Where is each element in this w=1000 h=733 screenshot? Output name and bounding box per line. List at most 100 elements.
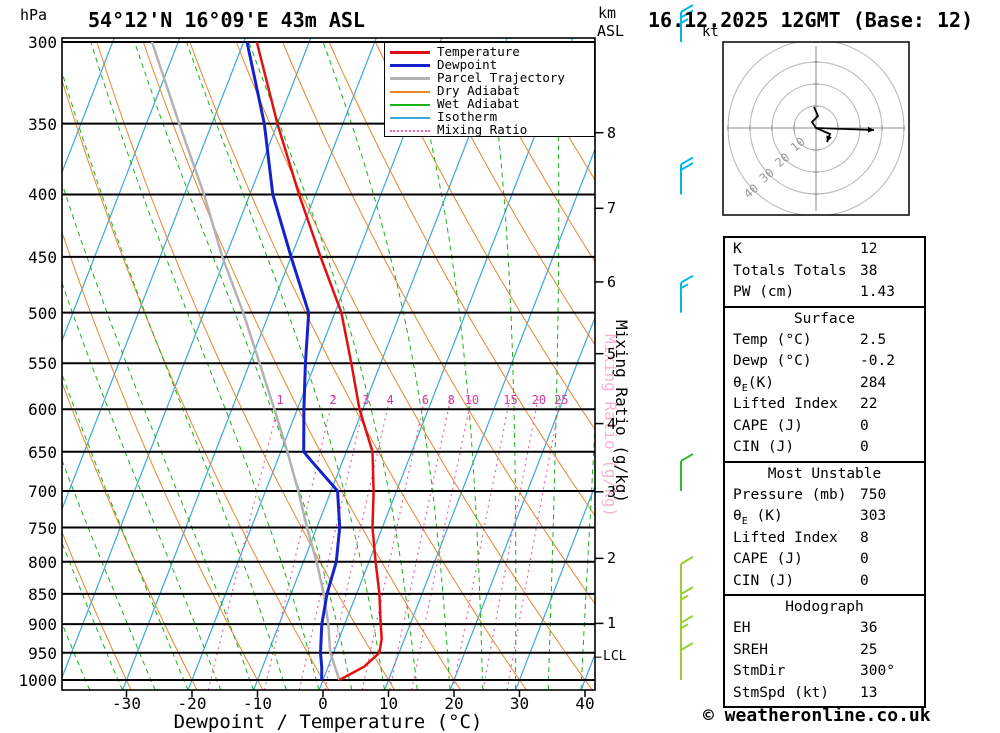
table-row-label: EH [733, 620, 751, 636]
pressure-label: 650 [28, 442, 57, 462]
table-row-label: Lifted Index [733, 529, 838, 546]
table-row-label: Pressure (mb) [733, 486, 847, 503]
pressure-label: 500 [28, 303, 57, 323]
legend-item: Isotherm [390, 111, 594, 124]
mixing-ratio-value-label: 25 [554, 393, 569, 407]
legend-label: Wet Adiabat [437, 96, 520, 112]
table-row-label: CAPE (J) [733, 551, 803, 567]
legend-line-sample [390, 77, 430, 80]
km-tick-label: 4 [607, 414, 617, 433]
indices-table: K 12 Totals Totals 38 PW (cm) 1.43 Surface Temp… [723, 236, 926, 708]
mixing-ratio-value-label: 3 [362, 393, 370, 407]
legend-label: Mixing Ratio [437, 122, 528, 138]
table-row: Lifted Index 22 [725, 394, 924, 416]
legend-line-sample [390, 51, 430, 54]
table-row-value: 300° [860, 663, 895, 679]
table-row-label: CIN (J) [733, 439, 795, 455]
table-row: Lifted Index 8 [725, 528, 924, 550]
legend-item: Mixing Ratio [390, 124, 594, 137]
hodograph-unit-label: kt [702, 24, 719, 40]
table-section-header: Surface [793, 310, 856, 327]
pressure-label: 450 [28, 247, 57, 267]
pressure-label: 800 [28, 552, 57, 572]
table-row: PW (cm) 1.43 [725, 282, 924, 304]
table-row-label: Temp (°C) [733, 331, 812, 348]
table-row: Temp (°C) 2.5 [725, 330, 924, 352]
pressure-label: 950 [28, 643, 57, 663]
table-row-value: 25 [860, 641, 878, 658]
legend-label: Dewpoint [437, 57, 498, 73]
table-row: StmDir 300° [725, 661, 924, 683]
table-row-value: 1.43 [860, 284, 895, 300]
km-unit-label: km [598, 4, 617, 22]
legend-line-sample [390, 129, 430, 132]
table-row: θE(K) 284 [725, 373, 924, 395]
pressure-label: 750 [28, 518, 57, 538]
table-row-label: CIN (J) [733, 572, 795, 589]
legend-label: Dry Adiabat [437, 83, 520, 99]
legend-line-sample [390, 116, 430, 119]
temp-tick-label: -10 [243, 694, 272, 713]
asl-unit-label: ASL [597, 22, 625, 40]
table-row-label: Totals Totals [733, 262, 847, 279]
table-row: Dewp (°C) -0.2 [725, 351, 924, 373]
table-row: CIN (J) 0 [725, 571, 924, 593]
copyright: © weatheronline.co.uk [703, 705, 931, 726]
temp-tick-label: -20 [177, 694, 207, 713]
table-row-value: 12 [860, 241, 878, 257]
legend-label: Isotherm [437, 109, 498, 125]
table-row-value: 303 [860, 508, 887, 524]
table-row-label: Dewp (°C) [733, 353, 812, 369]
km-tick-label: 7 [607, 199, 617, 218]
table-row-label: θE(K) [733, 374, 774, 394]
temp-tick-label: 30 [509, 694, 530, 713]
table-row-label: θE (K) [733, 508, 783, 527]
table-row-value: 284 [860, 374, 887, 391]
table-row-label: PW (cm) [733, 284, 795, 300]
legend-item: Parcel Trajectory [390, 72, 594, 85]
table-row: StmSpd (kt) 13 [725, 683, 924, 705]
table-row-label: CAPE (J) [733, 417, 803, 434]
km-tick-label: 8 [607, 123, 617, 142]
temp-tick-label: 10 [378, 694, 399, 713]
x-axis-title: Dewpoint / Temperature (°C) [173, 711, 483, 733]
table-row: SREH 25 [725, 640, 924, 662]
mixing-ratio-value-label: 20 [531, 393, 547, 407]
temp-tick-label: 40 [575, 694, 595, 713]
table-row-value: 0 [860, 572, 869, 589]
table-section: Surface Temp (°C) 2.5 Dewp (°C) -0.2 θE(K) 284… [723, 305, 926, 463]
table-row: K 12 [725, 239, 924, 261]
legend-label: Temperature [437, 44, 520, 60]
mixing-ratio-value-label: 6 [421, 393, 429, 407]
table-row: CIN (J) 0 [725, 437, 924, 459]
table-section: Most Unstable Pressure (mb) 750 θE (K) 303 Li… [723, 460, 926, 596]
table-section: K 12 Totals Totals 38 PW (cm) 1.43 [723, 236, 926, 308]
pressure-label: 1000 [18, 670, 57, 690]
pressure-label: 700 [28, 481, 57, 501]
legend-item: Wet Adiabat [390, 98, 594, 111]
table-row-value: 0 [860, 439, 869, 455]
table-row-value: -0.2 [860, 353, 895, 369]
mixing-ratio-value-label: 2 [329, 393, 337, 407]
table-row-value: 0 [860, 417, 869, 434]
legend-line-sample [390, 103, 430, 106]
legend: Temperature Dewpoint Parcel Trajectory Dry … [384, 42, 595, 137]
table-row: Totals Totals 38 [725, 261, 924, 283]
table-row: CAPE (J) 0 [725, 416, 924, 438]
mixing-ratio-value-label: 4 [386, 393, 394, 407]
km-tick-label: 3 [607, 482, 617, 501]
lcl-label: LCL [603, 649, 627, 664]
legend-line-sample [390, 64, 430, 67]
table-section: Hodograph EH 36 SREH 25 StmDir 300° StmSpd (kt)… [723, 594, 926, 708]
table-row-value: 2.5 [860, 331, 887, 348]
table-row-label: Lifted Index [733, 396, 838, 412]
table-row-value: 38 [860, 262, 878, 279]
mixing-ratio-value-label: 1 [276, 393, 284, 407]
table-row-label: StmSpd (kt) [733, 684, 830, 701]
km-tick-label: 2 [607, 549, 617, 568]
table-row-value: 750 [860, 486, 887, 503]
table-row-label: K [733, 241, 742, 257]
pressure-label: 350 [28, 114, 57, 134]
